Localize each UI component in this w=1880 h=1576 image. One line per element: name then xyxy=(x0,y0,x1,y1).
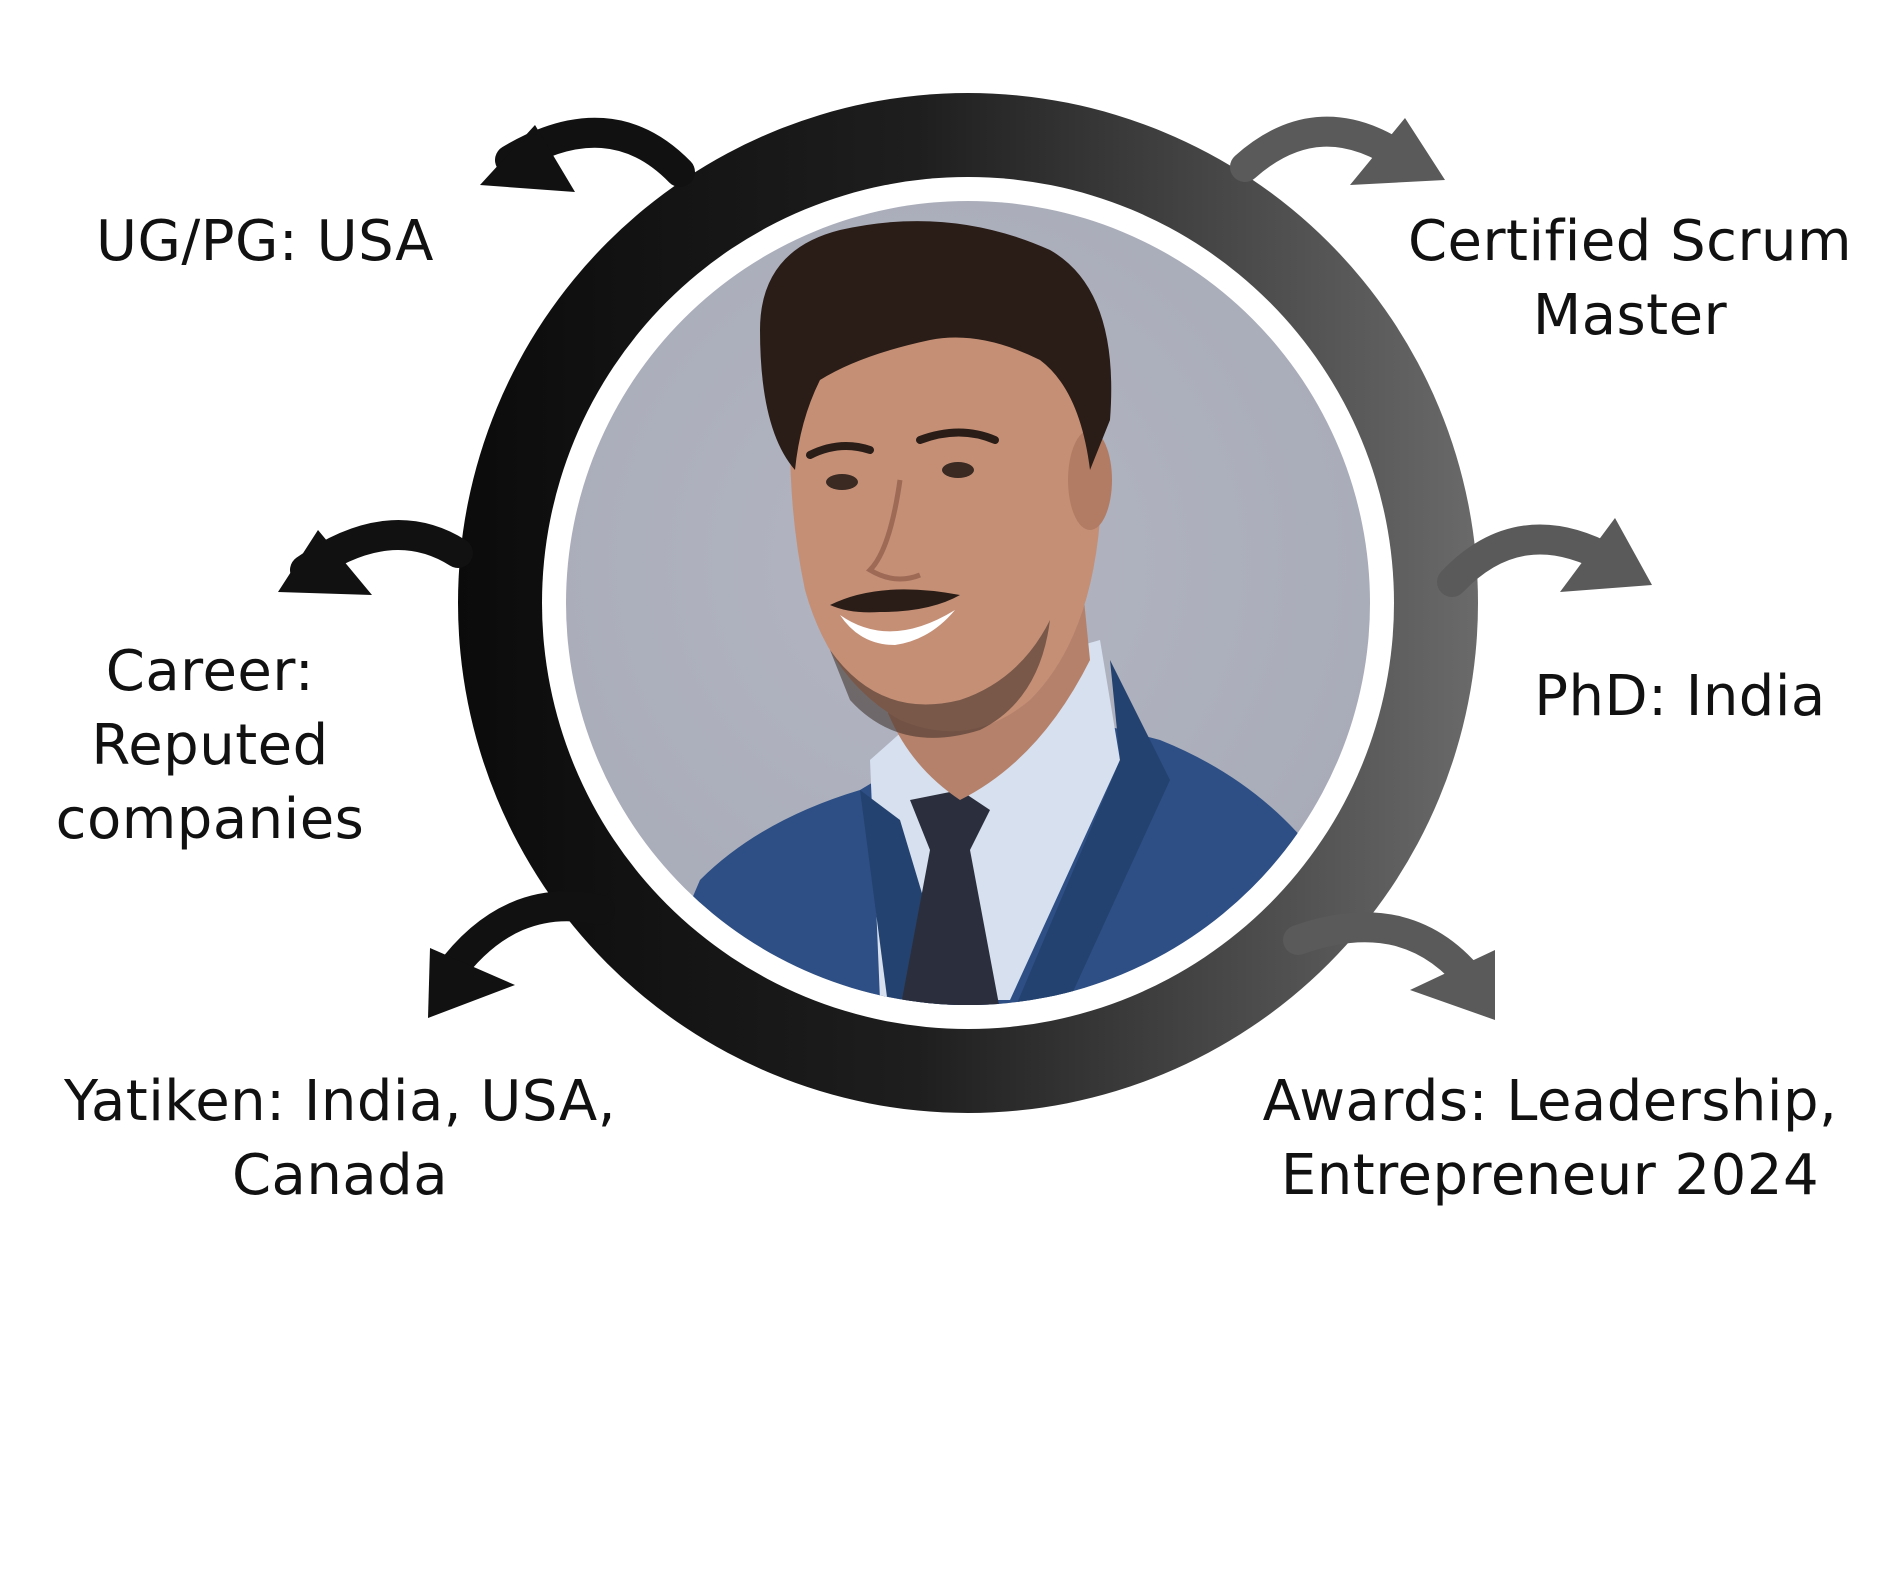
label-ug-pg-line-1: UG/PG: USA xyxy=(96,209,434,274)
label-awards-line-2: Entrepreneur 2024 xyxy=(1280,1143,1820,1208)
arrow-to-ug-pg-icon xyxy=(480,117,695,192)
label-phd-line-1: PhD: India xyxy=(1534,664,1826,729)
label-awards-line-1: Awards: Leadership, xyxy=(1262,1069,1838,1134)
label-yatiken-line-1: Yatiken: India, USA, xyxy=(63,1069,617,1134)
label-scrum-line-1: Certified Scrum xyxy=(1407,209,1853,274)
label-career: Career: Reputed companies xyxy=(40,635,380,857)
label-ug-pg: UG/PG: USA xyxy=(70,205,460,279)
label-awards: Awards: Leadership, Entrepreneur 2024 xyxy=(1250,1065,1850,1213)
smiling-man-in-suit-portrait-icon xyxy=(566,201,1370,1005)
arrow-to-scrum-icon xyxy=(1230,116,1445,185)
label-career-line-2: Reputed xyxy=(91,713,329,778)
label-scrum: Certified Scrum Master xyxy=(1390,205,1870,353)
label-yatiken: Yatiken: India, USA, Canada xyxy=(50,1065,630,1213)
arrow-to-career-icon xyxy=(278,520,473,595)
label-yatiken-line-2: Canada xyxy=(231,1143,449,1208)
arrow-to-yatiken-icon xyxy=(428,891,615,1018)
label-career-line-1: Career: xyxy=(105,639,315,704)
arrow-to-awards-icon xyxy=(1283,912,1495,1020)
label-scrum-line-2: Master xyxy=(1532,283,1728,348)
arrow-to-phd-icon xyxy=(1437,518,1652,597)
arrows xyxy=(278,116,1652,1020)
label-phd: PhD: India xyxy=(1510,660,1850,734)
label-career-line-3: companies xyxy=(55,787,365,852)
